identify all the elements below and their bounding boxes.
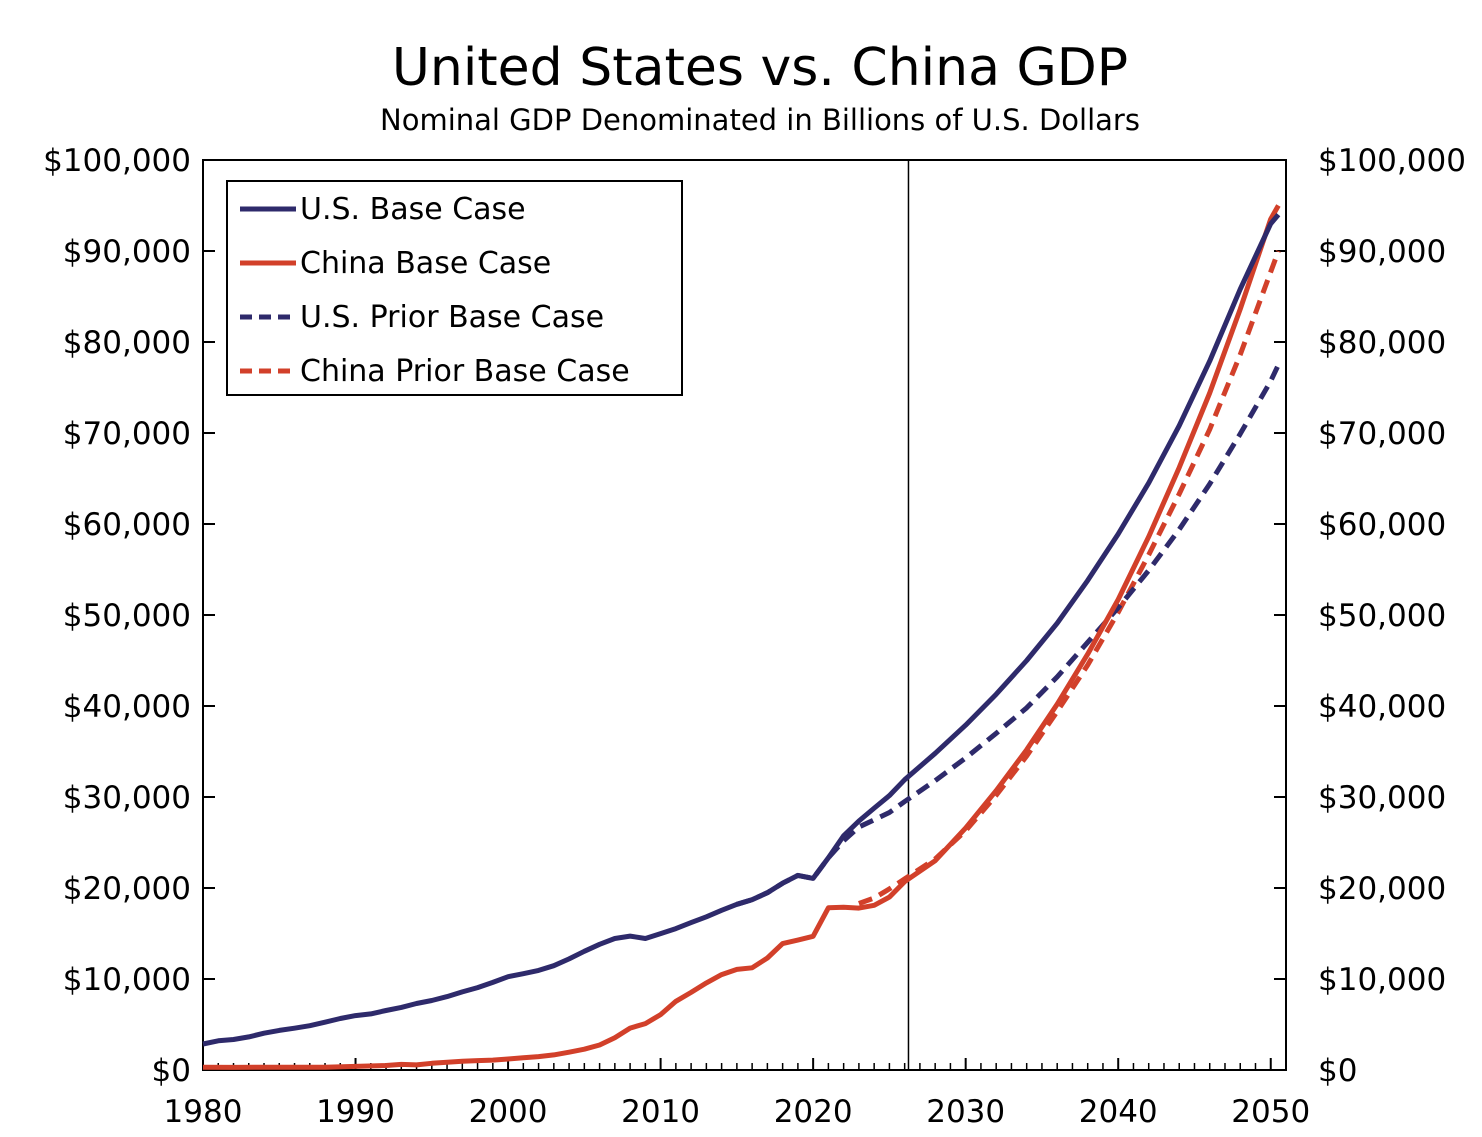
y-tick-label-right: $100,000 xyxy=(1318,143,1466,179)
y-tick-label-right: $70,000 xyxy=(1318,416,1446,452)
y-tick-label-left: $50,000 xyxy=(63,598,191,634)
y-axis-left: $0 $10,000 $20,000 $30,000 $40,000 $50,000 $60… xyxy=(43,143,215,1089)
chart-subtitle: Nominal GDP Denominated in Billions of U… xyxy=(380,103,1140,137)
series-line-china-base-case xyxy=(202,204,1281,1070)
chart-title: United States vs. China GDP xyxy=(392,38,1128,98)
x-tick-label: 1980 xyxy=(164,1094,243,1130)
x-tick-label: 1990 xyxy=(316,1094,395,1130)
y-tick-label-left: $40,000 xyxy=(63,689,191,725)
y-tick-label-left: $30,000 xyxy=(63,780,191,816)
y-tick-label-right: $50,000 xyxy=(1318,598,1446,634)
legend-label-china-prior: China Prior Base Case xyxy=(300,354,630,389)
x-tick-label: 2020 xyxy=(774,1094,853,1130)
y-tick-label-right: $60,000 xyxy=(1318,507,1446,543)
y-tick-label-right: $0 xyxy=(1318,1053,1357,1089)
legend-label-us-base: U.S. Base Case xyxy=(300,192,526,227)
y-tick-label-right: $30,000 xyxy=(1318,780,1446,816)
y-tick-label-right: $90,000 xyxy=(1318,234,1446,270)
x-axis: 1980 1990 2000 2010 2020 2030 2040 2050 xyxy=(164,1058,1310,1130)
y-tick-label-left: $100,000 xyxy=(43,143,191,179)
legend: U.S. Base Case China Base Case U.S. Prio… xyxy=(226,180,683,396)
y-tick-label-left: $0 xyxy=(152,1053,191,1089)
x-tick-label: 2000 xyxy=(469,1094,548,1130)
y-tick-label-left: $90,000 xyxy=(63,234,191,270)
series-line-china-prior-base-case xyxy=(858,250,1281,906)
y-tick-label-right: $10,000 xyxy=(1318,962,1446,998)
x-tick-label: 2050 xyxy=(1231,1094,1310,1130)
series-layer xyxy=(202,204,1281,1070)
y-tick-label-right: $40,000 xyxy=(1318,689,1446,725)
x-tick-label: 2010 xyxy=(621,1094,700,1130)
x-tick-label: 2030 xyxy=(926,1094,1005,1130)
series-line-u-s-base-case xyxy=(202,212,1281,1047)
y-tick-label-left: $20,000 xyxy=(63,871,191,907)
legend-label-us-prior: U.S. Prior Base Case xyxy=(300,300,604,335)
y-tick-label-left: $10,000 xyxy=(63,962,191,998)
series-line-u-s-prior-base-case xyxy=(736,363,1281,907)
y-axis-right: $0 $10,000 $20,000 $30,000 $40,000 $50,000 $60… xyxy=(1274,143,1466,1089)
y-tick-label-right: $20,000 xyxy=(1318,871,1446,907)
y-tick-label-left: $80,000 xyxy=(63,325,191,361)
y-tick-label-right: $80,000 xyxy=(1318,325,1446,361)
legend-box xyxy=(226,180,683,396)
y-tick-label-left: $70,000 xyxy=(63,416,191,452)
legend-label-china-base: China Base Case xyxy=(300,246,551,281)
y-tick-label-left: $60,000 xyxy=(63,507,191,543)
x-tick-label: 2040 xyxy=(1079,1094,1158,1130)
